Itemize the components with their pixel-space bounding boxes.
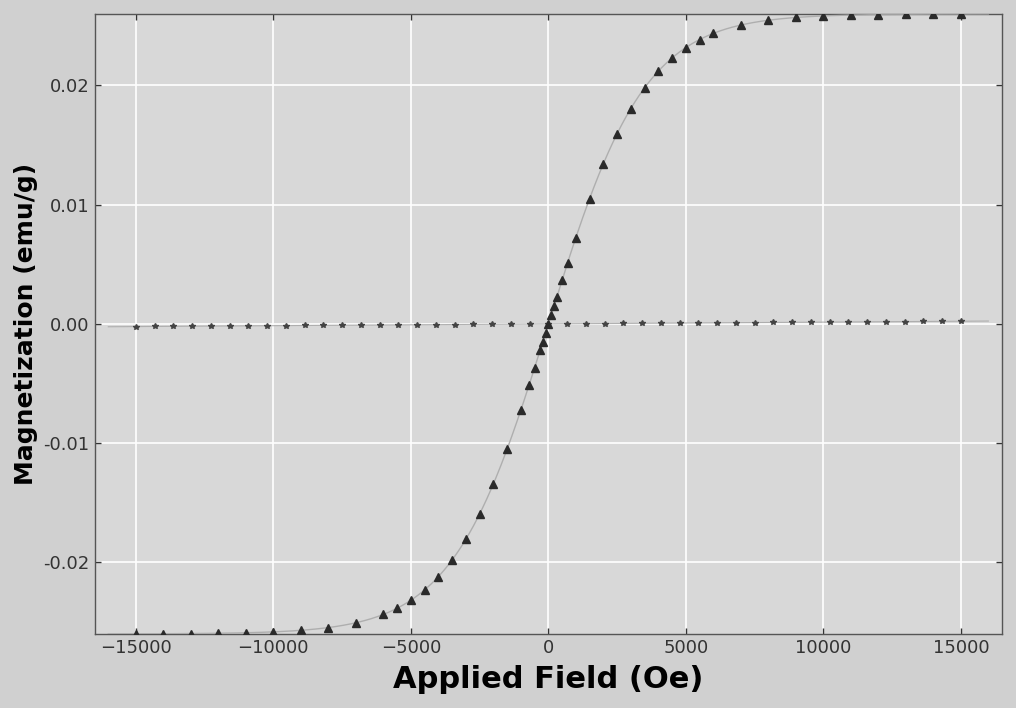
X-axis label: Applied Field (Oe): Applied Field (Oe) — [393, 665, 703, 694]
Y-axis label: Magnetization (emu/g): Magnetization (emu/g) — [14, 163, 38, 485]
